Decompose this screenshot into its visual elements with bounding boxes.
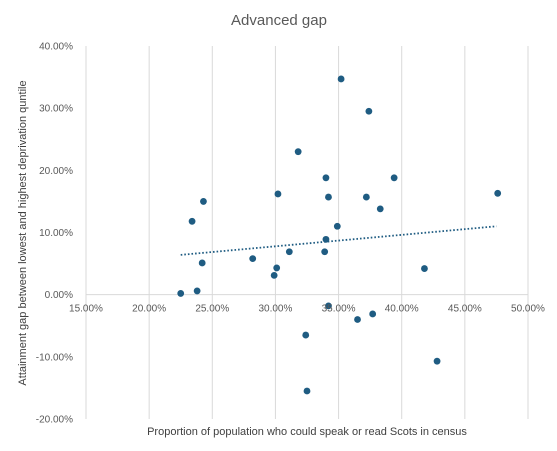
x-tick-label: 50.00%	[511, 304, 545, 315]
x-tick-label: 45.00%	[448, 304, 482, 315]
data-point	[362, 193, 370, 201]
y-tick-label: -10.00%	[36, 352, 73, 363]
data-point	[369, 310, 377, 318]
x-axis-label: Proportion of population who could speak…	[147, 426, 467, 438]
y-tick-label: 20.00%	[39, 166, 73, 177]
y-tick-label: 30.00%	[39, 104, 73, 115]
y-tick-labels: 40.00% 30.00% 20.00% 10.00% 0.00% -10.00% -20.…	[36, 42, 73, 426]
data-points	[177, 75, 502, 395]
gridlines	[85, 46, 529, 419]
data-point	[325, 302, 332, 310]
data-point	[365, 107, 373, 115]
data-point	[177, 290, 185, 297]
data-point	[200, 198, 207, 205]
data-point	[198, 259, 206, 267]
trendline	[180, 225, 497, 256]
data-point	[273, 264, 281, 272]
y-axis-label: Attainment gap between lowest and highes…	[17, 80, 29, 385]
chart-title: Advanced gap	[231, 12, 327, 29]
data-point	[285, 248, 293, 256]
data-point	[337, 75, 345, 83]
data-point	[321, 248, 329, 256]
data-point	[433, 357, 441, 365]
data-point	[249, 255, 257, 263]
trendline-layer	[180, 225, 497, 256]
y-tick-label: 10.00%	[39, 228, 73, 239]
y-tick-label: -20.00%	[36, 415, 73, 426]
data-point	[494, 189, 502, 197]
data-point	[354, 316, 361, 323]
x-tick-label: 15.00%	[69, 304, 103, 315]
data-point	[294, 148, 302, 156]
data-point	[322, 174, 330, 182]
data-point	[376, 205, 384, 213]
data-point	[390, 174, 398, 182]
data-point	[193, 287, 201, 295]
data-point	[325, 193, 332, 201]
y-tick-label: 40.00%	[39, 42, 73, 53]
x-tick-labels: 15.00% 20.00% 25.00% 30.00% 35.00% 40.00% 45.0…	[69, 304, 545, 315]
data-point	[188, 217, 196, 225]
data-point	[270, 271, 278, 279]
x-tick-label: 35.00%	[322, 304, 356, 315]
x-tick-label: 40.00%	[385, 304, 419, 315]
data-point	[322, 235, 330, 243]
y-tick-label: 0.00%	[45, 290, 73, 301]
data-point	[333, 222, 341, 230]
x-tick-label: 25.00%	[195, 304, 229, 315]
data-point	[274, 190, 282, 198]
x-tick-label: 20.00%	[132, 304, 166, 315]
data-point	[303, 387, 311, 395]
x-tick-label: 30.00%	[258, 304, 292, 315]
data-point	[421, 265, 428, 272]
data-point	[302, 331, 310, 339]
